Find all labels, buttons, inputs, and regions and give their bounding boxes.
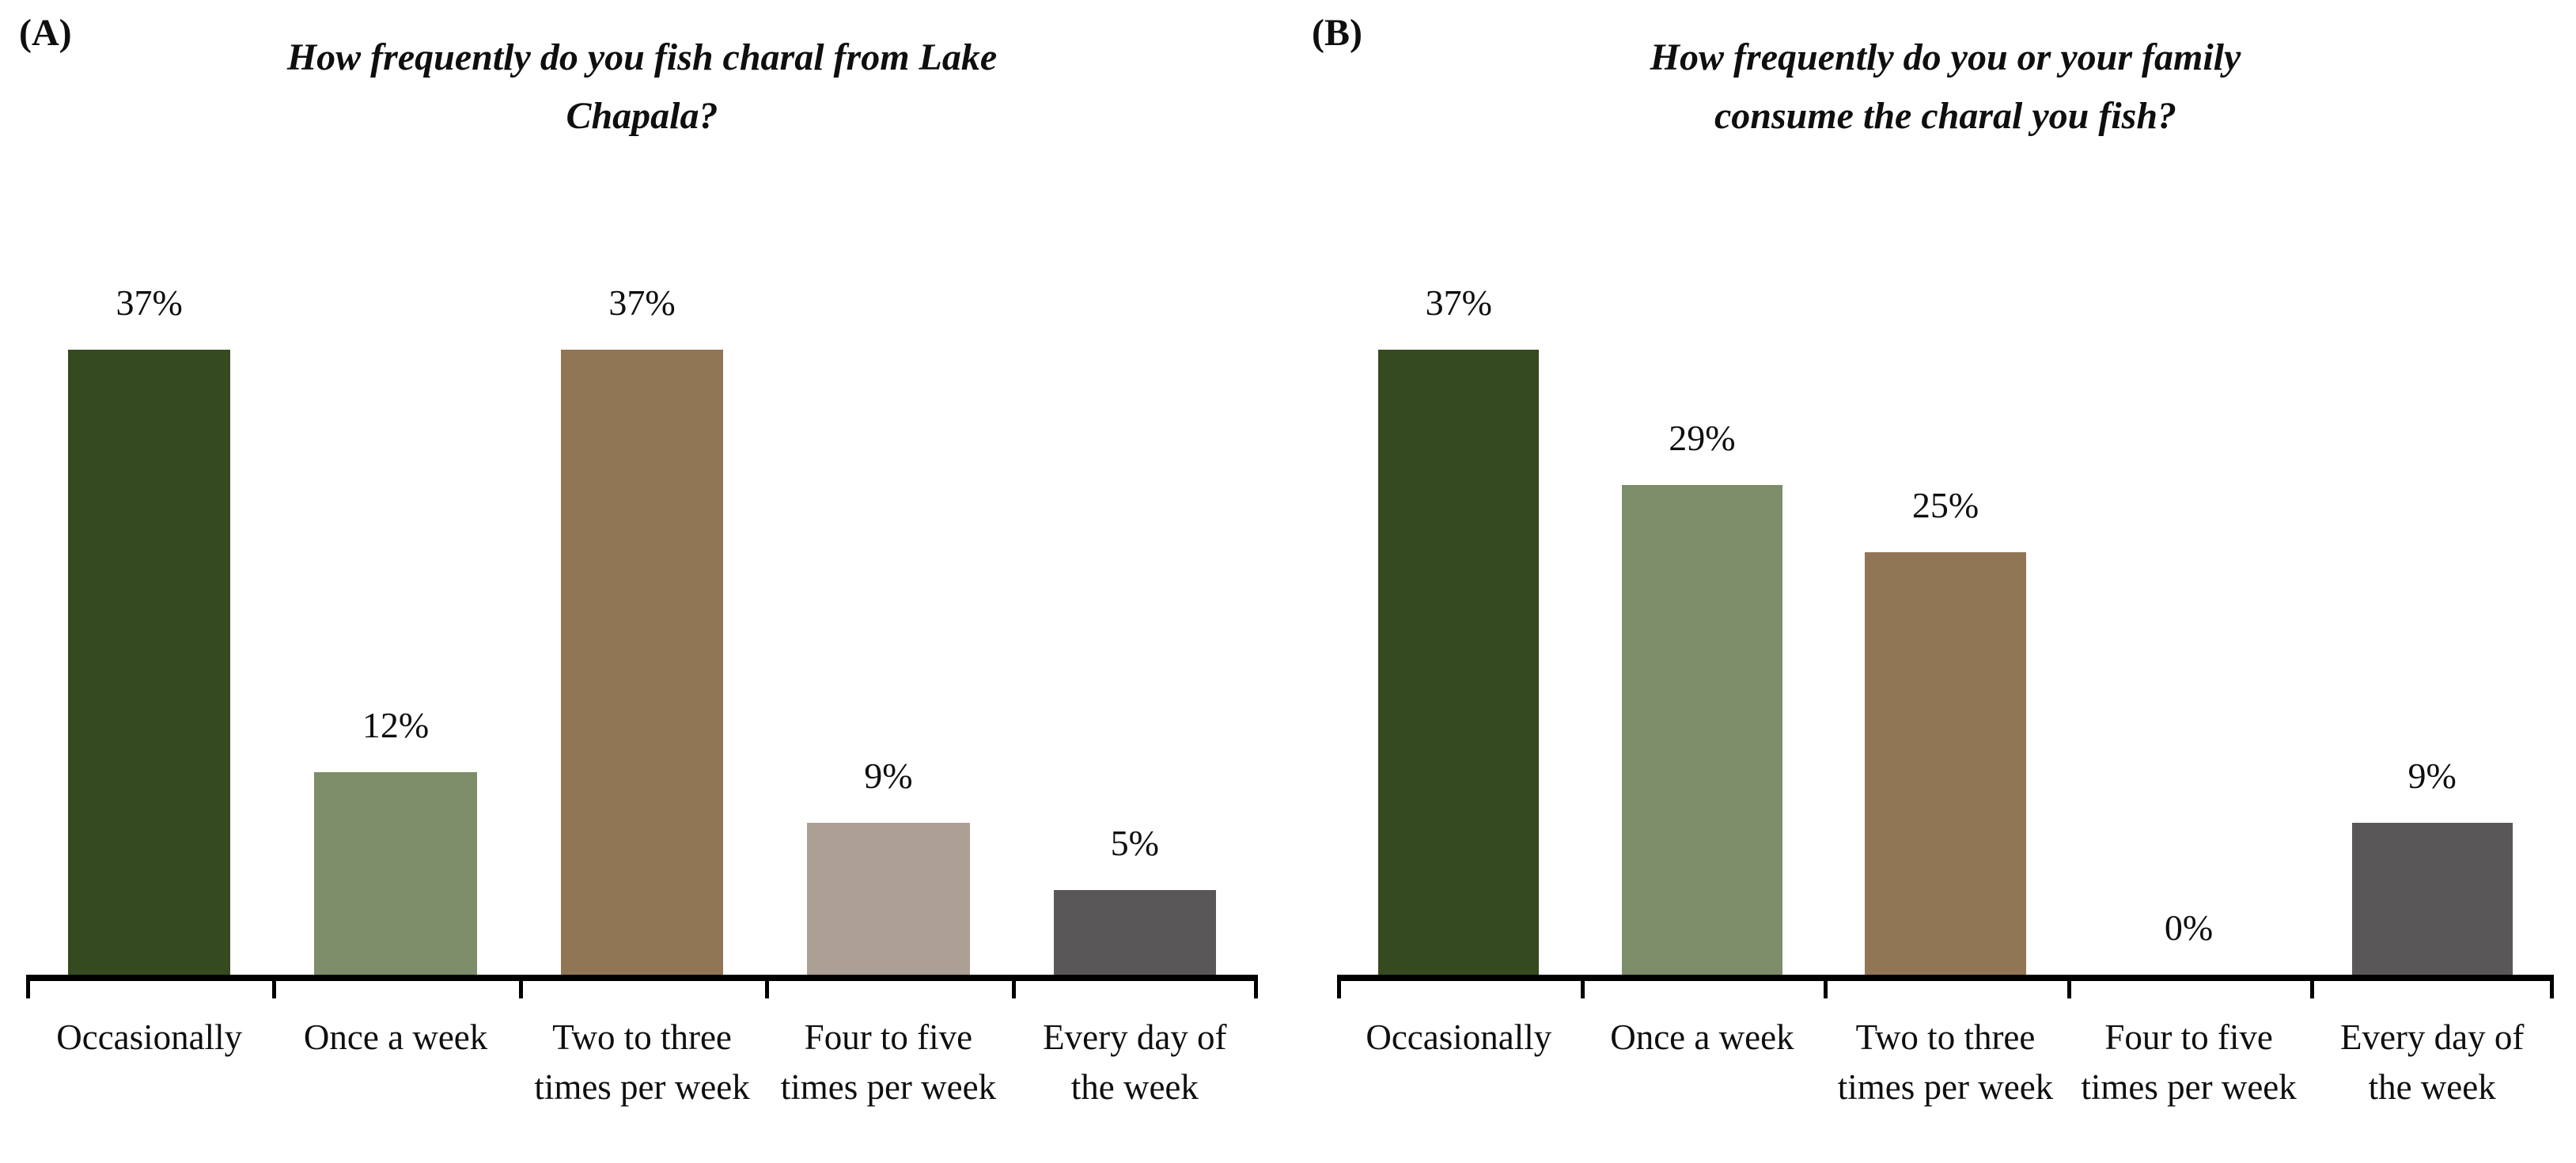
axis-tick <box>1580 975 1585 998</box>
bar-value-label: 37% <box>1425 282 1492 324</box>
axis-tick <box>272 975 277 998</box>
axis-tick <box>1254 975 1258 998</box>
axis-tick <box>765 975 770 998</box>
bar-once-a-week <box>314 771 477 975</box>
chart-b-title-line1: How frequently do you or your family <box>1650 36 2241 78</box>
bar-occasionally <box>67 350 231 975</box>
axis-tick <box>1824 975 1828 998</box>
bar-value-label: 29% <box>1669 417 1736 458</box>
bar-once-a-week <box>1621 484 1782 975</box>
bar-value-label: 37% <box>608 282 676 324</box>
category-label: Once a week <box>303 1017 488 1057</box>
chart-a-plot-area: 37% 12% 37% 9% 5% <box>26 285 1258 998</box>
chart-a: How frequently do you fish charal from L… <box>26 0 1258 1163</box>
axis-tick <box>2310 975 2315 998</box>
chart-b-title: How frequently do you or your family con… <box>1337 28 2554 146</box>
bar-two-to-three-times-per-week <box>1865 552 2026 975</box>
axis-tick <box>2550 975 2554 998</box>
panel-label-b: (B) <box>1312 12 1362 54</box>
axis-tick <box>1337 975 1341 998</box>
axis-tick <box>2066 975 2071 998</box>
bar-every-day-of-the-week <box>2351 822 2513 975</box>
chart-a-title: How frequently do you fish charal from L… <box>26 28 1258 146</box>
chart-b: How frequently do you or your family con… <box>1337 0 2554 1163</box>
chart-b-plot-area: 37% 29% 25% 0% 9% <box>1337 285 2554 998</box>
axis-tick <box>518 975 523 998</box>
axis-tick <box>1011 975 1016 998</box>
chart-a-category-labels: Occasionally Once a week Two to three time… <box>26 1013 1258 1112</box>
chart-b-category-labels: Occasionally Once a week Two to three time… <box>1337 1013 2554 1112</box>
bar-value-label: 25% <box>1911 485 1979 526</box>
category-label: Two to three times per week <box>1837 1017 2054 1107</box>
bar-value-label: 5% <box>1110 823 1159 864</box>
chart-b-title-line2: consume the charal you fish? <box>1714 95 2177 137</box>
category-label: Once a week <box>1610 1017 1794 1057</box>
category-label: Four to five times per week <box>780 1017 997 1107</box>
chart-a-title-line1: How frequently do you fish charal from L… <box>286 36 998 78</box>
bar-value-label: 12% <box>362 704 430 745</box>
axis-tick <box>26 975 30 998</box>
bar-occasionally <box>1378 350 1540 975</box>
category-label: Two to three times per week <box>534 1017 750 1107</box>
category-label: Every day of the week <box>1043 1017 1227 1107</box>
bar-four-to-five-times-per-week <box>807 822 970 975</box>
bar-value-label: 37% <box>116 282 183 324</box>
chart-a-title-line2: Chapala? <box>566 95 718 137</box>
bar-value-label: 9% <box>2407 755 2457 796</box>
chart-b-x-axis <box>1337 975 2554 981</box>
category-label: Occasionally <box>56 1017 243 1057</box>
panel-label-a: (A) <box>19 12 72 54</box>
bar-value-label: 0% <box>2164 907 2214 948</box>
chart-a-x-axis <box>26 975 1258 981</box>
bar-two-to-three-times-per-week <box>560 350 724 975</box>
category-label: Every day of the week <box>2339 1017 2525 1107</box>
category-label: Four to five times per week <box>2081 1017 2297 1107</box>
bar-every-day-of-the-week <box>1053 890 1217 975</box>
category-label: Occasionally <box>1366 1017 1552 1057</box>
bar-value-label: 9% <box>864 755 913 796</box>
